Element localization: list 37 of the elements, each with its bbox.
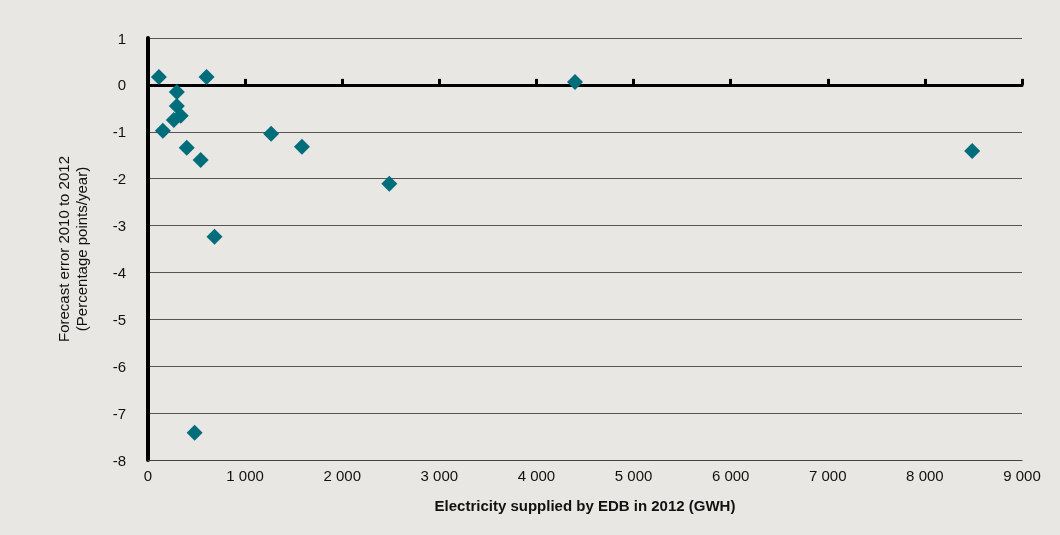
y-tick-label: -5: [112, 310, 126, 328]
y-tick-label: 0: [117, 76, 126, 94]
y-tick-label: -3: [112, 217, 126, 235]
y-tick-label: 1: [117, 29, 126, 47]
point: [964, 143, 981, 159]
x-tick-label: 4 000: [517, 467, 556, 484]
y-tick-label: -2: [112, 170, 126, 188]
x-tick-label: 9 000: [1003, 467, 1041, 484]
y-tick-label: -1: [112, 123, 126, 141]
point: [150, 68, 167, 85]
point: [206, 228, 223, 245]
point: [198, 68, 215, 85]
point: [168, 83, 185, 100]
point: [567, 74, 583, 91]
y-tick-label: -6: [112, 357, 126, 375]
point: [178, 139, 195, 156]
x-tick-label: 8 000: [906, 467, 944, 484]
x-axis-title: Electricity supplied by EDB in 2012 (GWH): [434, 497, 736, 514]
x-tick-label: 3 000: [420, 467, 459, 484]
point: [186, 424, 203, 441]
point: [293, 138, 310, 155]
point: [192, 151, 209, 168]
x-tick-label: 7 000: [809, 467, 847, 484]
point: [381, 175, 398, 192]
point: [165, 112, 182, 129]
x-tick-label: 0: [143, 467, 153, 484]
point: [168, 97, 185, 114]
y-tick-label: -4: [112, 263, 126, 281]
x-tick-label: 1 000: [226, 467, 264, 484]
y-tick-label: -7: [112, 404, 126, 422]
x-tick-label: 6 000: [711, 467, 750, 484]
point: [263, 125, 280, 142]
y-axis-title: Forecast error 2010 to 2012 (Percentage points/year): [54, 156, 90, 342]
y-tick-label: -8: [112, 451, 126, 469]
point: [154, 122, 171, 139]
x-tick-label: 5 000: [614, 467, 653, 484]
x-tick-label: 2 000: [323, 467, 361, 484]
